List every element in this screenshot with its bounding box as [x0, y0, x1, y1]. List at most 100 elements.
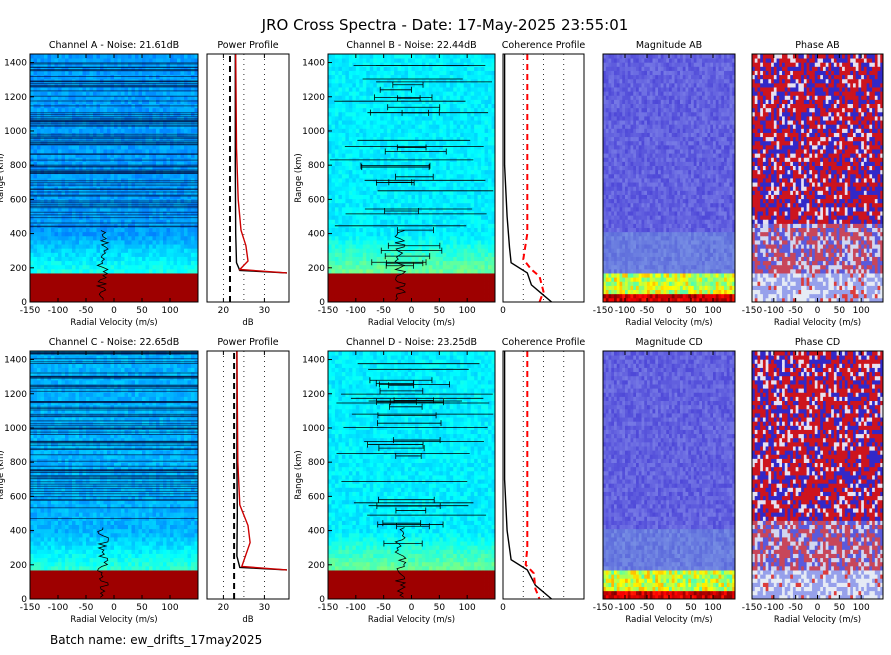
heatmap-cell — [174, 236, 178, 241]
heatmap-cell — [167, 108, 171, 113]
heatmap-cell — [160, 174, 164, 179]
heatmap-cell — [37, 252, 41, 257]
heatmap-cell — [107, 91, 111, 96]
heatmap-cell — [93, 265, 97, 270]
heatmap-cell — [188, 236, 192, 241]
heatmap-cell — [90, 91, 94, 96]
heatmap-cell — [76, 269, 80, 274]
heatmap-cell — [188, 174, 192, 179]
heatmap-cell — [149, 273, 153, 278]
heatmap-cell — [100, 157, 104, 162]
heatmap-cell — [69, 54, 73, 59]
heatmap-cell — [156, 248, 160, 253]
heatmap-cell — [34, 128, 38, 133]
heatmap-cell — [132, 58, 136, 63]
heatmap-cell — [128, 252, 132, 257]
heatmap-cell — [114, 145, 118, 150]
heatmap-cell — [125, 157, 129, 162]
heatmap-cell — [83, 58, 87, 63]
heatmap-cell — [167, 277, 171, 282]
heatmap-cell — [160, 285, 164, 290]
heatmap-cell — [188, 58, 192, 63]
heatmap-cell — [107, 71, 111, 76]
heatmap-cell — [100, 99, 104, 104]
y-tick-label: 200 — [10, 264, 27, 274]
heatmap-cell — [146, 285, 150, 290]
heatmap-cell — [174, 257, 178, 262]
heatmap-cell — [474, 294, 478, 299]
heatmap-cell — [41, 273, 45, 278]
heatmap-cell — [149, 157, 153, 162]
heatmap-cell — [177, 108, 181, 113]
heatmap-cell — [132, 285, 136, 290]
heatmap-cell — [55, 244, 59, 249]
x-tick-label: 30 — [259, 306, 271, 316]
heatmap-cell — [86, 248, 90, 253]
heatmap-cell — [146, 190, 150, 195]
heatmap-cell — [58, 174, 62, 179]
heatmap-cell — [30, 157, 34, 162]
heatmap-cell — [93, 273, 97, 278]
heatmap-cell — [370, 294, 374, 299]
heatmap-cell — [44, 228, 48, 233]
heatmap-cell — [135, 281, 139, 286]
heatmap-cell — [118, 232, 122, 237]
heatmap-cell — [55, 174, 59, 179]
heatmap-cell — [177, 252, 181, 257]
heatmap-cell — [44, 248, 48, 253]
heatmap-cell — [76, 54, 80, 59]
heatmap-cell — [104, 108, 108, 113]
heatmap-cell — [181, 273, 185, 278]
heatmap-cell — [65, 236, 69, 241]
heatmap-cell — [76, 108, 80, 113]
heatmap-cell — [188, 228, 192, 233]
heatmap-cell — [156, 236, 160, 241]
heatmap-cell — [139, 294, 143, 299]
heatmap-cell — [83, 157, 87, 162]
heatmap-cell — [191, 236, 195, 241]
heatmap-cell — [118, 174, 122, 179]
heatmap-cell — [188, 285, 192, 290]
heatmap-cell — [37, 108, 41, 113]
heatmap-cell — [146, 290, 150, 295]
heatmap-cell — [83, 91, 87, 96]
heatmap-cell — [132, 269, 136, 274]
heatmap-cell — [104, 99, 108, 104]
heatmap-cell — [104, 157, 108, 162]
heatmap-cell — [139, 273, 143, 278]
heatmap-cell — [114, 174, 118, 179]
heatmap-cell — [72, 232, 76, 237]
heatmap-cell — [83, 285, 87, 290]
heatmap-cell — [170, 294, 174, 299]
heatmap-cell — [139, 128, 143, 133]
heatmap-cell — [79, 128, 83, 133]
heatmap-cell — [118, 240, 122, 245]
heatmap-cell — [146, 145, 150, 150]
y-tick-label: 400 — [10, 230, 27, 240]
heatmap-cell — [142, 190, 146, 195]
heatmap-cell — [107, 277, 111, 282]
heatmap-cell — [65, 277, 69, 282]
heatmap-cell — [114, 58, 118, 63]
heatmap-cell — [86, 149, 90, 154]
heatmap-cell — [149, 54, 153, 59]
heatmap-cell — [174, 58, 178, 63]
heatmap-cell — [30, 257, 34, 262]
heatmap-cell — [174, 91, 178, 96]
y-tick-label: 1200 — [4, 93, 27, 103]
heatmap-cell — [62, 149, 66, 154]
heatmap-cell — [34, 277, 38, 282]
heatmap-cell — [170, 248, 174, 253]
heatmap-cell — [142, 285, 146, 290]
heatmap-cell — [125, 54, 129, 59]
heatmap-cell — [149, 261, 153, 266]
heatmap-cell — [30, 248, 34, 253]
heatmap-cell — [135, 99, 139, 104]
heatmap-cell — [65, 54, 69, 59]
heatmap-cell — [107, 174, 111, 179]
heatmap-cell — [146, 236, 150, 241]
heatmap-cell — [69, 232, 73, 237]
heatmap-cell — [34, 228, 38, 233]
panel-grid: Channel A - Noise: 21.61dB-150 -100 -50 0 50… — [0, 40, 883, 625]
heatmap-cell — [37, 240, 41, 245]
